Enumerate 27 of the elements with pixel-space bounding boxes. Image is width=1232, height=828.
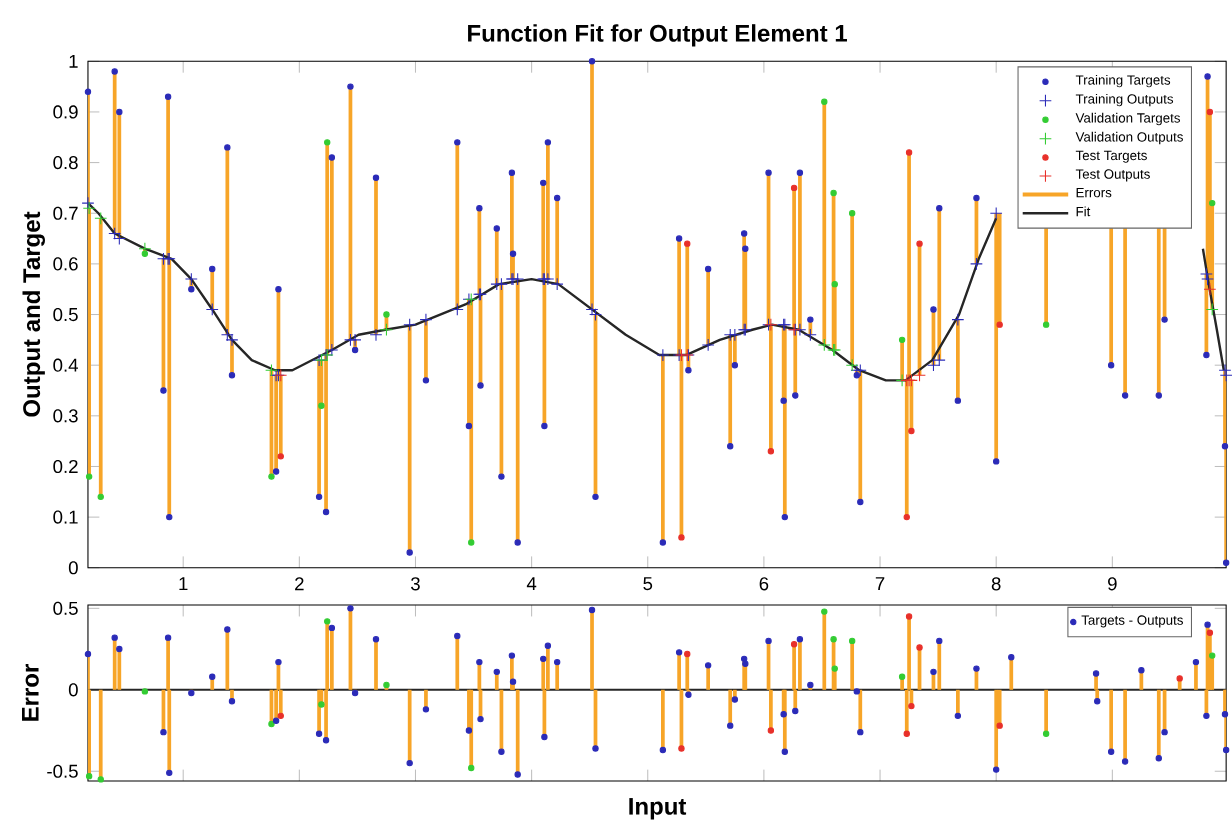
x-tick-label: 6 bbox=[759, 576, 769, 591]
x-tick-label: 7 bbox=[875, 576, 885, 590]
y-tick-label: 0.7 bbox=[53, 206, 78, 220]
x-tick-label: 2 bbox=[295, 576, 304, 590]
y-tick-label: 1 bbox=[69, 54, 78, 68]
x-tick-label: 9 bbox=[1108, 576, 1117, 591]
y-tick-label: -0.5 bbox=[47, 764, 78, 778]
x-axis-title: Input bbox=[629, 797, 687, 820]
y-tick-label: 0.4 bbox=[53, 358, 78, 372]
y-tick-label: 0 bbox=[68, 560, 78, 575]
x-tick-label: 1 bbox=[179, 576, 188, 590]
y-tick-label: 0.9 bbox=[53, 105, 78, 119]
chart-title: Function Fit for Output Element 1 bbox=[468, 23, 847, 47]
y-tick-label: 0 bbox=[68, 683, 78, 697]
y-tick-label: 0.5 bbox=[53, 307, 78, 321]
y-tick-label: 0.6 bbox=[53, 257, 78, 271]
y-tick-label: 0.3 bbox=[53, 409, 78, 423]
y-tick-label: 0.5 bbox=[53, 601, 78, 615]
y-axis-title: Output and Target bbox=[22, 211, 45, 417]
y-tick-label: 0.1 bbox=[53, 510, 78, 524]
x-tick-label: 8 bbox=[991, 576, 1001, 591]
x-tick-label: 5 bbox=[643, 576, 653, 590]
x-tick-label: 4 bbox=[526, 576, 537, 590]
y-tick-label: 0.8 bbox=[53, 155, 78, 169]
y-axis-title: Error bbox=[22, 663, 39, 721]
y-tick-label: 0.2 bbox=[53, 459, 78, 473]
x-tick-label: 3 bbox=[411, 576, 420, 591]
